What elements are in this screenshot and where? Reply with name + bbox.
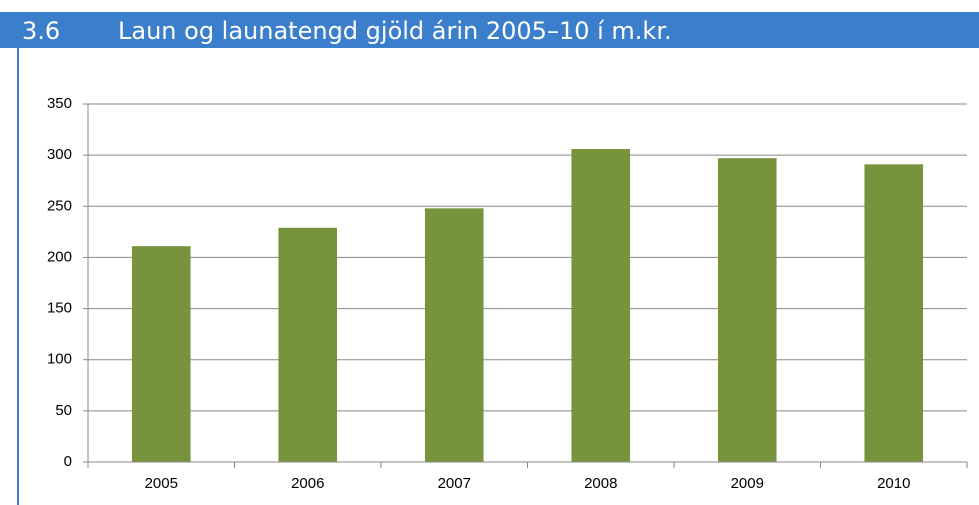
bar [571, 149, 631, 462]
y-tick-label: 50 [55, 402, 72, 419]
y-tick-label: 150 [47, 300, 72, 317]
left-border [17, 48, 19, 505]
bar [278, 227, 338, 462]
y-tick-label: 250 [47, 197, 72, 214]
bar [424, 208, 484, 462]
x-tick-label: 2005 [145, 475, 178, 492]
y-tick-label: 0 [64, 453, 72, 470]
bar [864, 164, 924, 462]
chart-title: Laun og launatengd gjöld árin 2005–10 í … [118, 17, 672, 45]
x-tick-label: 2010 [877, 475, 910, 492]
x-tick-label: 2009 [731, 475, 764, 492]
y-tick-label: 350 [47, 95, 72, 112]
x-tick-label: 2007 [438, 475, 471, 492]
x-tick-label: 2008 [584, 475, 617, 492]
y-tick-label: 200 [47, 248, 72, 265]
y-tick-label: 300 [47, 146, 72, 163]
x-tick-label: 2006 [291, 475, 324, 492]
bar [131, 246, 191, 462]
bar [717, 158, 777, 462]
figure-number: 3.6 [22, 17, 60, 45]
y-tick-label: 100 [47, 351, 72, 368]
header-bar [0, 12, 979, 48]
